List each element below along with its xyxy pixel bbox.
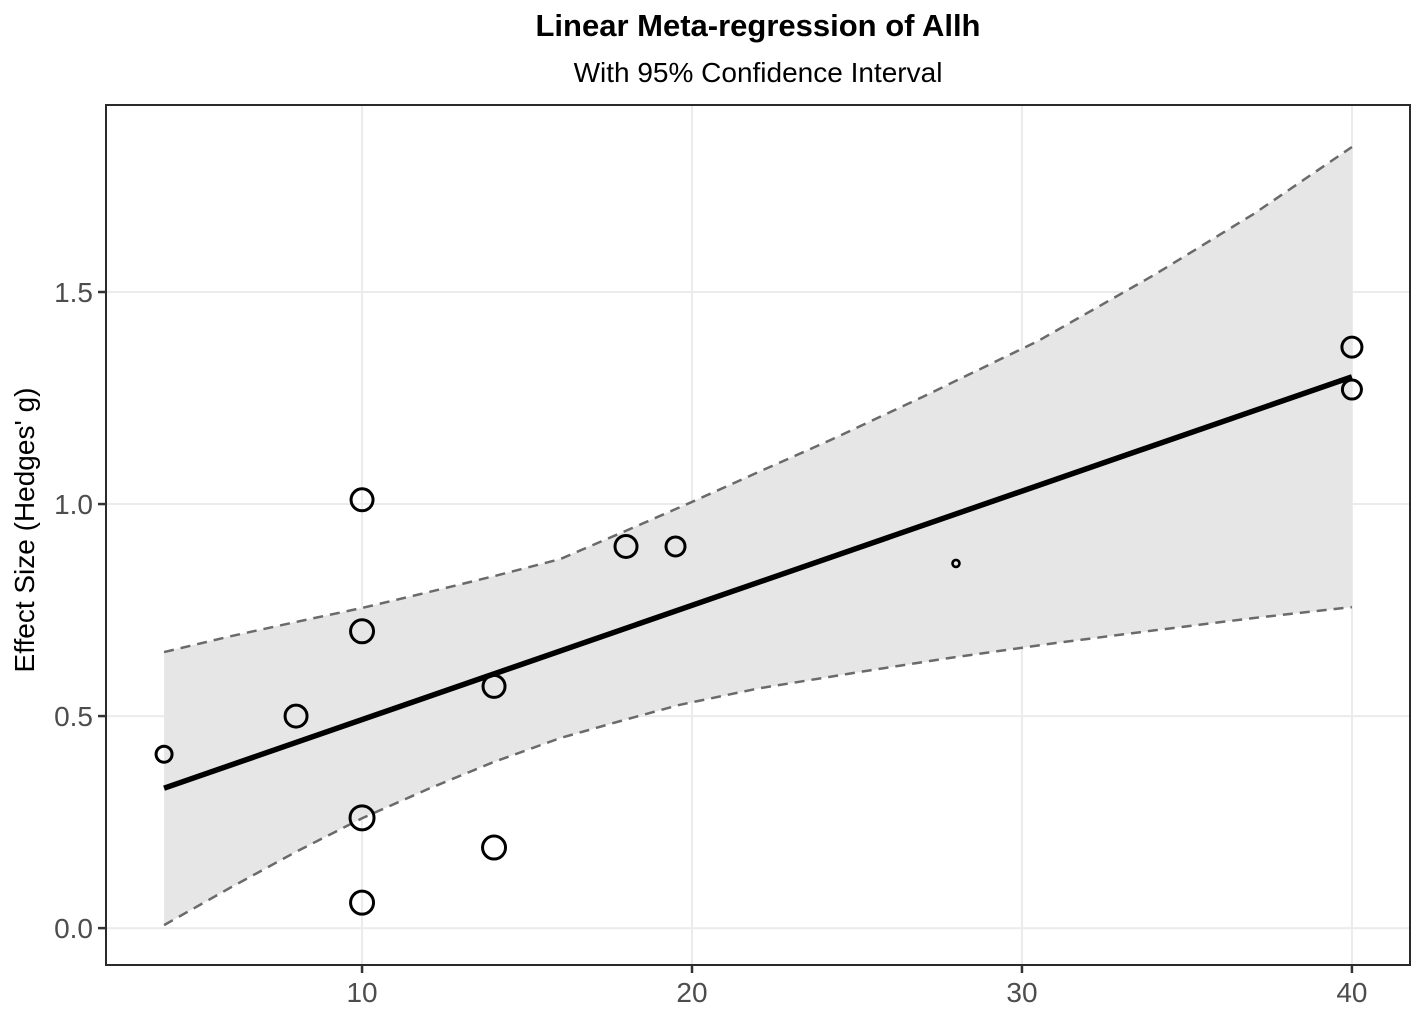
- ci-lower-dashed-line: [163, 605, 1353, 927]
- x-tick-label: 40: [1336, 977, 1367, 1008]
- confidence-band: [164, 146, 1352, 926]
- data-point: [348, 804, 376, 832]
- y-tick-label: 0.0: [54, 913, 93, 944]
- x-tick-label: 20: [676, 977, 707, 1008]
- data-point: [613, 533, 639, 559]
- chart-subtitle: With 95% Confidence Interval: [574, 57, 943, 88]
- panel-border-group: [105, 104, 1411, 966]
- axis-ticks: 10 20 30 40 0.0 0.5 1.0 1.5: [54, 277, 1367, 1008]
- data-point: [1340, 378, 1363, 401]
- data-point: [481, 673, 507, 699]
- data-point: [481, 834, 508, 861]
- regression-line-group: [163, 374, 1353, 791]
- y-tick-label: 1.0: [54, 489, 93, 520]
- chart-title: Linear Meta-regression of Allh: [536, 8, 981, 43]
- x-tick-label: 10: [346, 977, 377, 1008]
- data-point: [349, 889, 376, 916]
- y-axis-label: Effect Size (Hedges' g): [9, 388, 40, 673]
- data-points: [154, 335, 1364, 916]
- data-point: [349, 487, 375, 513]
- y-tick-label: 0.5: [54, 701, 93, 732]
- data-point: [664, 535, 687, 558]
- y-tick-label: 1.5: [54, 277, 93, 308]
- data-point: [283, 703, 309, 729]
- data-point: [1340, 335, 1364, 359]
- x-tick-label: 30: [1006, 977, 1037, 1008]
- confidence-band-borders: [163, 145, 1353, 927]
- data-point: [951, 558, 961, 569]
- regression-line: [163, 374, 1353, 791]
- data-point: [349, 618, 376, 645]
- panel-border: [105, 104, 1411, 966]
- ci-upper-dashed-line: [163, 145, 1353, 654]
- ci-band: [164, 146, 1352, 926]
- data-point: [154, 744, 174, 764]
